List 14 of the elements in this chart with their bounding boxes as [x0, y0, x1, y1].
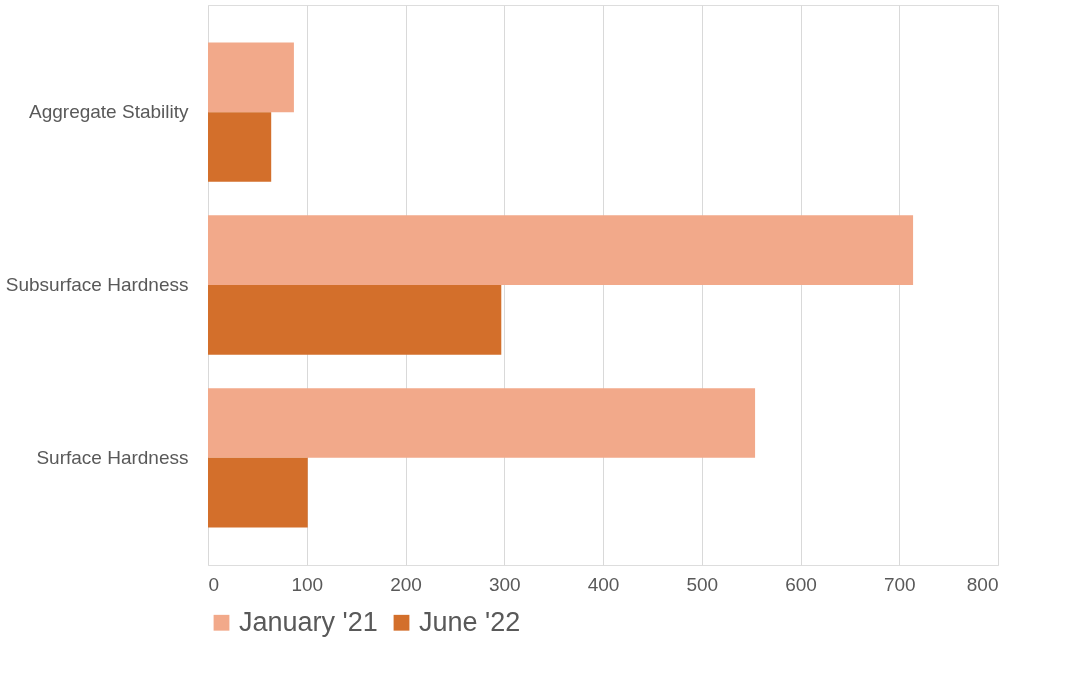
x-tick-label: 800 — [966, 573, 999, 595]
x-tick-label: 100 — [291, 573, 324, 595]
x-tick-label: 200 — [390, 573, 422, 595]
x-tick-label: 600 — [785, 573, 817, 595]
legend-label: January '21 — [239, 606, 378, 637]
y-tick-label: Surface Hardness — [36, 446, 189, 468]
y-tick-label: Subsurface Hardness — [5, 274, 189, 295]
x-tick-label: 0 — [208, 573, 220, 595]
x-tick-label: 400 — [587, 573, 620, 595]
x-tick-label: 700 — [883, 573, 916, 595]
legend-label: June '22 — [419, 606, 521, 637]
x-tick-label: 500 — [686, 573, 719, 595]
y-tick-label: Aggregate Stability — [29, 101, 189, 123]
x-tick-label: 300 — [488, 573, 521, 595]
